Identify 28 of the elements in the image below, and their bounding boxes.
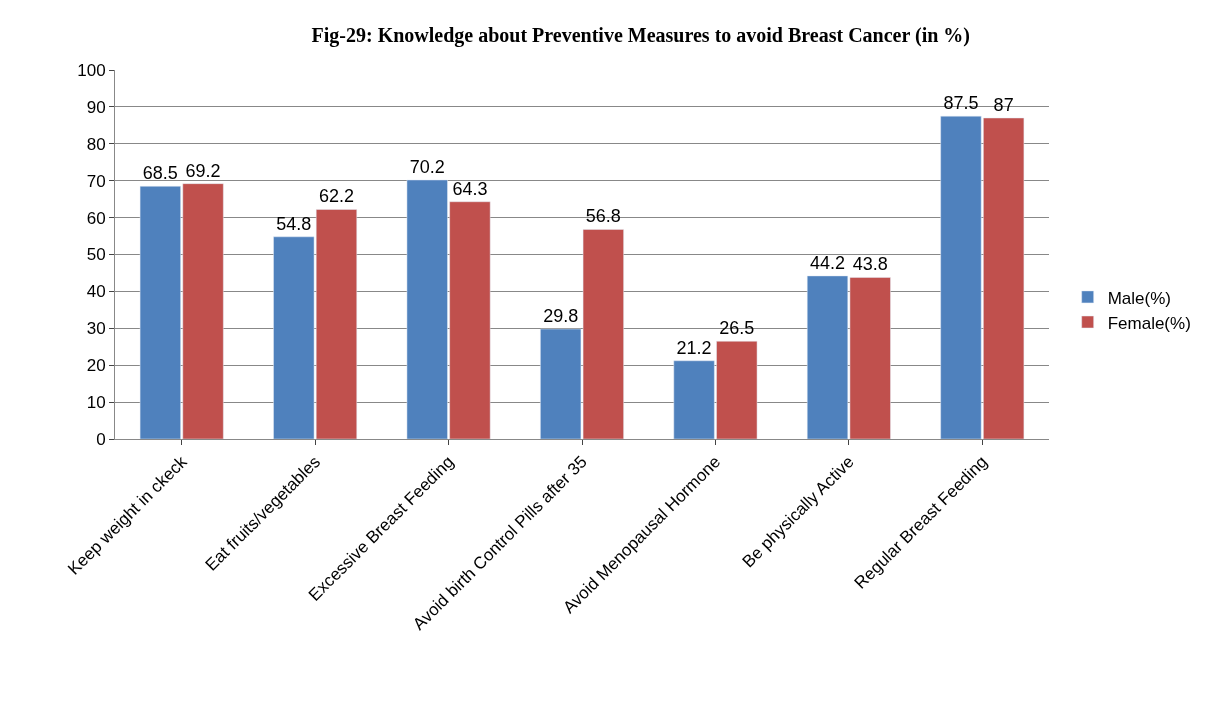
y-tick-label: 50 <box>86 245 106 265</box>
y-tick-label: 30 <box>86 319 106 339</box>
y-tick-label: 40 <box>86 282 106 302</box>
data-label: 87 <box>993 94 1014 115</box>
legend-label: Male(%) <box>1107 288 1171 308</box>
y-tick-label: 100 <box>77 60 106 80</box>
data-label: 68.5 <box>142 163 178 184</box>
y-tick-label: 90 <box>86 97 106 117</box>
y-tick-label: 20 <box>86 356 106 376</box>
data-label: 21.2 <box>676 337 712 358</box>
y-tick-label: 70 <box>86 171 106 191</box>
data-label: 56.8 <box>585 206 621 227</box>
data-label: 44.2 <box>809 252 846 273</box>
data-label: 69.2 <box>185 160 221 181</box>
data-label: 62.2 <box>318 186 355 207</box>
data-label: 26.5 <box>719 318 755 339</box>
data-label: 70.2 <box>409 156 445 177</box>
y-tick-label: 60 <box>86 208 106 228</box>
chart-title: Fig-29: Knowledge about Preventive Measures to avoid Breast Cancer (in %) <box>311 24 970 48</box>
y-tick-label: 80 <box>86 134 106 154</box>
y-tick-label: 0 <box>96 429 106 449</box>
data-label: 64.3 <box>452 178 488 199</box>
data-label: 87.5 <box>943 93 979 114</box>
data-label: 29.8 <box>543 306 579 327</box>
y-tick-label: 10 <box>86 393 106 413</box>
data-label: 54.8 <box>276 213 312 234</box>
data-label: 43.8 <box>852 254 888 275</box>
legend-label: Female(%) <box>1107 313 1191 333</box>
